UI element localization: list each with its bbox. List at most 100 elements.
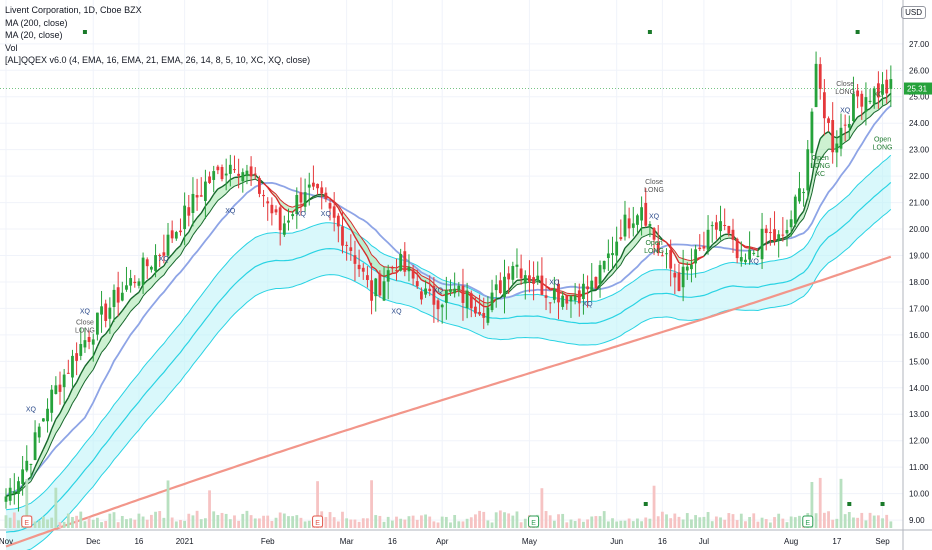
qqex-slow-segment [778, 239, 783, 242]
qqex-slow-segment [869, 112, 875, 118]
qqex-fast-segment [848, 122, 855, 132]
currency-button[interactable]: USD [901, 6, 926, 19]
volume-bar [274, 517, 278, 528]
candle-body [756, 255, 760, 257]
candle-body [806, 149, 810, 191]
candle-body [50, 389, 54, 413]
price-tick-label: 25.00 [909, 93, 930, 102]
qqex-fast-segment [333, 202, 339, 209]
volume-bar [752, 513, 756, 528]
volume-bar [685, 513, 689, 528]
qqex-slow-segment [346, 216, 352, 223]
qqex-fast-segment [711, 240, 717, 246]
signal-label: XQ [321, 211, 332, 218]
candle-body [814, 63, 818, 108]
qqex-fast-segment [59, 404, 65, 414]
candle-body [245, 170, 249, 177]
candle-body [395, 270, 398, 272]
candle-body [41, 418, 45, 422]
volume-bar [100, 522, 103, 528]
volume-bar [681, 519, 685, 528]
qqex-fast-segment [798, 210, 805, 218]
qqex-slow-segment [790, 229, 796, 236]
volume-bar [324, 517, 328, 528]
qqex-slow-segment [196, 223, 202, 230]
qqex-slow-segment [121, 317, 127, 324]
candle-body [29, 463, 33, 465]
qqex-slow-segment [437, 287, 443, 291]
candle-body [698, 247, 702, 250]
legend-ma20[interactable]: MA (20, close) [5, 30, 63, 40]
qqex-fast-segment [308, 196, 314, 201]
candle-body [158, 254, 162, 256]
volume-bar [66, 513, 70, 528]
volume-bar [220, 512, 224, 528]
qqex-slow-segment [724, 237, 729, 240]
candle-body [631, 223, 635, 228]
legend-qqex[interactable]: [AL]QQEX v6.0 (4, EMA, 16, EMA, 21, EMA,… [5, 55, 311, 65]
qqex-slow-segment [479, 299, 485, 303]
qqex-fast-segment [113, 315, 119, 321]
qqex-fast-segment [346, 222, 352, 230]
legend-ma200[interactable]: MA (200, close) [5, 17, 68, 28]
candle-body [528, 275, 531, 282]
candle-body [694, 249, 697, 264]
qqex-slow-segment [786, 235, 792, 239]
volume-bar [332, 517, 336, 528]
volume-bar [62, 521, 66, 528]
candle-body [744, 259, 747, 263]
volume-bar [656, 516, 660, 528]
qqex-slow-segment [882, 103, 887, 107]
candle-body [611, 253, 614, 256]
qqex-slow-segment [92, 360, 98, 370]
signal-label: LONG [810, 163, 830, 170]
volume-bar [411, 515, 415, 528]
volume-bar [353, 519, 357, 528]
qqex-fast-segment [30, 466, 36, 478]
candle-body [706, 229, 710, 250]
candle-body [291, 214, 295, 217]
qqex-fast-segment [641, 226, 646, 229]
qqex-fast-segment [782, 235, 788, 240]
candle-body [266, 201, 270, 204]
volume-bar [868, 512, 872, 528]
volume-bar [852, 517, 855, 528]
qqex-fast-segment [101, 333, 107, 339]
candle-body [282, 223, 286, 235]
signal-label: XQ [583, 301, 594, 308]
candle-body [669, 249, 673, 269]
qqex-fast-segment [678, 262, 684, 265]
qqex-slow-segment [624, 252, 630, 258]
candle-body [316, 183, 319, 189]
earnings-label: E [805, 520, 810, 527]
candle-body [390, 267, 394, 269]
volume-bar [839, 478, 843, 528]
legend-vol[interactable]: Vol [5, 42, 18, 53]
candle-body [382, 281, 386, 301]
volume-bar [399, 518, 403, 528]
volume-bar [602, 511, 606, 528]
qqex-slow-segment [857, 123, 863, 128]
candle-body [149, 266, 153, 270]
earnings-marker [802, 515, 814, 528]
candle-body [577, 290, 581, 304]
volume-bar [328, 512, 332, 528]
time-tick-label: 16 [134, 537, 143, 546]
qqex-fast-segment [208, 193, 215, 202]
candle-body [856, 90, 860, 97]
qqex-slow-segment [678, 256, 684, 260]
volume-bar [486, 520, 490, 528]
qqex-slow-segment [126, 311, 132, 318]
qqex-fast-segment [275, 197, 281, 206]
qqex-fast-segment [616, 257, 622, 264]
time-tick-label: 16 [658, 537, 667, 546]
volume-bar [141, 516, 145, 528]
candle-body [154, 255, 157, 272]
volume-bar [677, 516, 681, 528]
qqex-fast-segment [337, 207, 344, 217]
volume-bar [831, 519, 835, 528]
qqex-slow-segment [63, 411, 69, 420]
qqex-fast-segment [657, 234, 663, 240]
signal-dot [855, 30, 860, 34]
